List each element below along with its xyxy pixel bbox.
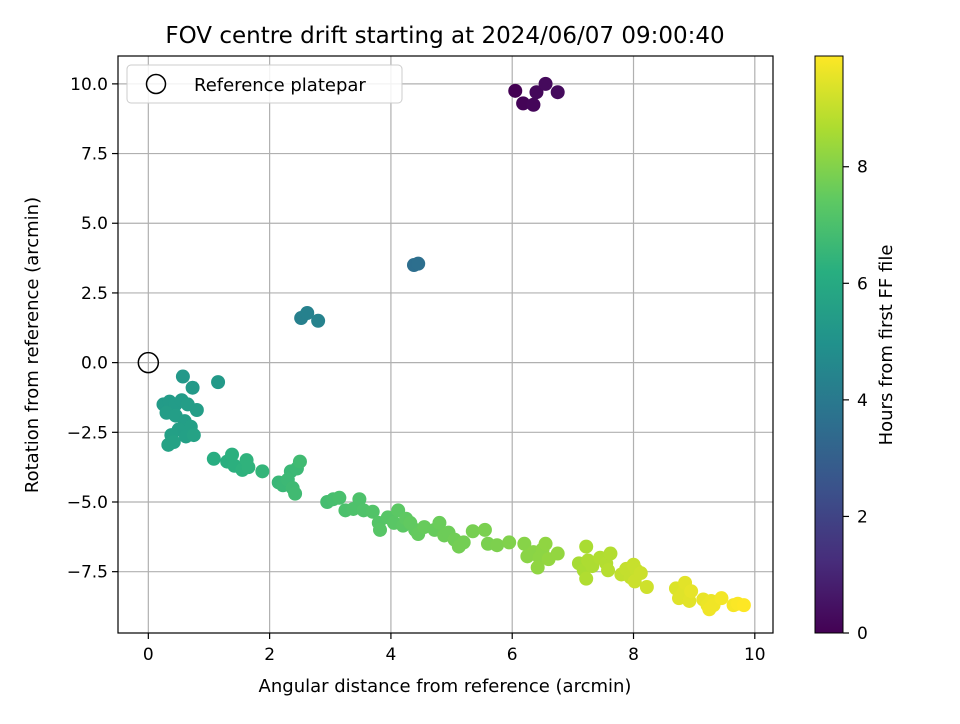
data-points: [156, 76, 751, 617]
data-point: [639, 580, 654, 595]
data-point: [477, 522, 492, 537]
data-point: [508, 83, 523, 98]
data-point: [530, 560, 545, 575]
y-tick-label: 10.0: [70, 75, 108, 95]
legend-marker-reference: [145, 73, 167, 95]
chart-title: FOV centre drift starting at 2024/06/07 …: [165, 23, 724, 49]
y-axis-ticks: −7.5 −5.0 −2.5 0.0 2.5 5.0 7.5 10.0: [67, 75, 118, 583]
data-point: [373, 522, 387, 537]
data-point: [736, 598, 751, 613]
colorbar-tick-label: 4: [857, 391, 868, 411]
data-point: [603, 546, 618, 561]
x-tick-label: 8: [628, 645, 639, 665]
colorbar-tick-label: 2: [857, 507, 868, 527]
data-point: [714, 591, 729, 606]
data-point: [332, 490, 347, 505]
data-point: [601, 563, 616, 578]
colorbar: 0 2 4 6 8 Hours from first FF file: [814, 55, 897, 644]
y-tick-label: 7.5: [81, 145, 108, 165]
data-point: [166, 435, 181, 450]
legend-box: [126, 64, 403, 104]
data-point: [241, 460, 256, 475]
data-point: [186, 428, 201, 443]
data-point: [516, 96, 531, 111]
y-tick-label: −7.5: [67, 563, 108, 583]
data-point: [311, 313, 326, 328]
x-axis-ticks: 0 2 4 6 8 10: [143, 633, 766, 665]
data-point: [529, 85, 544, 100]
data-point: [211, 375, 226, 390]
x-tick-label: 10: [744, 645, 766, 665]
data-point: [255, 464, 270, 479]
data-point: [206, 451, 221, 466]
data-point: [225, 447, 240, 462]
data-point: [550, 85, 565, 100]
data-point: [288, 486, 303, 501]
x-axis-label: Angular distance from reference (arcmin): [259, 676, 632, 697]
colorbar-tick-label: 0: [857, 624, 868, 644]
y-tick-label: 0.0: [81, 354, 108, 374]
y-axis-label: Rotation from reference (arcmin): [22, 197, 43, 493]
data-point: [526, 97, 541, 112]
colorbar-tick-label: 6: [857, 274, 868, 294]
colorbar-ticks: 0 2 4 6 8: [843, 158, 868, 644]
y-tick-label: 5.0: [81, 214, 108, 234]
colorbar-label: Hours from first FF file: [876, 245, 897, 446]
data-point: [517, 536, 532, 551]
data-point: [633, 566, 648, 581]
x-tick-label: 2: [264, 645, 275, 665]
data-point: [411, 256, 426, 271]
x-tick-label: 4: [386, 645, 397, 665]
data-point: [538, 536, 553, 551]
data-point: [465, 524, 480, 539]
plot-frame: [117, 55, 774, 634]
data-point: [300, 306, 315, 321]
data-point: [292, 454, 307, 469]
y-tick-label: −2.5: [67, 423, 108, 443]
data-point: [684, 584, 699, 599]
data-point: [490, 538, 505, 553]
data-point: [456, 535, 471, 550]
y-tick-label: −5.0: [67, 493, 108, 513]
x-tick-label: 0: [143, 645, 154, 665]
reference-platepar-marker: [137, 351, 160, 374]
y-tick-label: 2.5: [81, 284, 108, 304]
data-point: [189, 403, 204, 418]
colorbar-tick-label: 8: [857, 158, 868, 178]
data-point: [579, 539, 594, 554]
legend-label-reference: Reference platepar: [194, 75, 366, 96]
data-point: [185, 380, 200, 395]
x-tick-label: 6: [507, 645, 518, 665]
reference-marker-layer: [137, 351, 160, 374]
data-point: [365, 504, 380, 519]
colorbar-gradient: [814, 55, 844, 634]
data-point: [432, 515, 447, 530]
legend: Reference platepar: [126, 64, 403, 104]
data-point: [538, 76, 553, 91]
data-point: [579, 571, 594, 586]
grid: [118, 56, 773, 633]
data-point: [550, 546, 565, 561]
data-point: [175, 369, 190, 384]
data-point: [502, 535, 517, 550]
data-point: [352, 492, 367, 507]
